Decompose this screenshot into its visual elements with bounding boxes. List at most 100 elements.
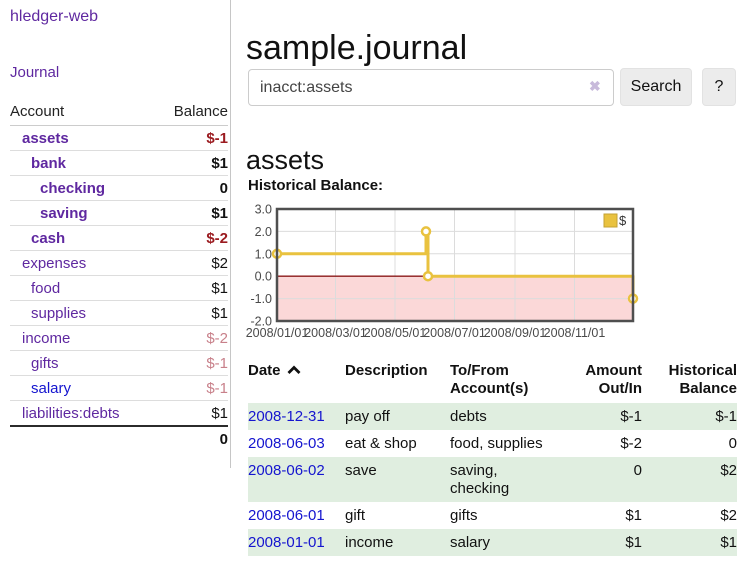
account-row: food $1 <box>10 276 228 301</box>
transaction-balance: $-1 <box>715 408 737 425</box>
brand-link[interactable]: hledger-web <box>10 8 99 25</box>
svg-text:2.0: 2.0 <box>255 225 272 239</box>
search-input[interactable] <box>248 69 614 106</box>
account-row: supplies $1 <box>10 301 228 326</box>
transaction-balance: $1 <box>720 534 737 551</box>
accounts-total-row: 0 <box>10 425 228 452</box>
account-link-cash[interactable]: cash <box>31 229 66 247</box>
chart-canvas: $ 3.0 2.0 1.0 0.0 -1.0 -2.0 2008/01/01 2… <box>246 203 639 340</box>
transaction-accounts: debts <box>450 408 487 425</box>
transaction-date-link[interactable]: 2008-06-03 <box>248 435 325 452</box>
account-link-gifts[interactable]: gifts <box>31 354 59 372</box>
account-link-bank[interactable]: bank <box>31 154 67 172</box>
transaction-accounts: gifts <box>450 507 478 524</box>
historical-balance-chart: $ 3.0 2.0 1.0 0.0 -1.0 -2.0 2008/01/01 2… <box>245 203 639 344</box>
transaction-date-link[interactable]: 2008-06-01 <box>248 507 325 524</box>
svg-text:0.0: 0.0 <box>255 270 272 284</box>
svg-text:-1.0: -1.0 <box>250 292 272 306</box>
svg-text:3.0: 3.0 <box>255 204 272 217</box>
account-row: liabilities:debts $1 <box>10 401 228 425</box>
svg-text:2008/11/01: 2008/11/01 <box>544 326 606 340</box>
svg-text:2008/09/01: 2008/09/01 <box>484 326 547 340</box>
transaction-balance: $2 <box>720 507 737 524</box>
account-link-supplies[interactable]: supplies <box>31 304 87 322</box>
account-link-saving[interactable]: saving <box>40 204 88 222</box>
account-balance: $-1 <box>206 354 228 372</box>
chart-y-axis: 3.0 2.0 1.0 0.0 -1.0 -2.0 <box>250 203 272 329</box>
svg-text:2008/05/01: 2008/05/01 <box>364 326 427 340</box>
account-balance: $1 <box>211 304 228 322</box>
transaction-description: income <box>345 534 394 551</box>
transaction-balance: 0 <box>728 435 737 452</box>
transaction-date-link[interactable]: 2008-06-02 <box>248 462 325 479</box>
transaction-balance: $2 <box>720 462 737 479</box>
accounts-header-balance: Balance <box>173 103 228 120</box>
column-header-date-label: Date <box>248 362 281 379</box>
svg-text:2008/01/01: 2008/01/01 <box>246 326 309 340</box>
legend-label: $ <box>619 213 627 228</box>
page-title: sample.journal <box>246 28 468 67</box>
transaction-amount: $-1 <box>620 408 642 425</box>
sidebar-item-journal[interactable]: Journal <box>10 64 60 81</box>
transaction-accounts: salary <box>450 534 491 551</box>
account-link-liabilities-debts[interactable]: liabilities:debts <box>22 404 120 422</box>
column-header-balance: Historical Balance <box>668 362 737 397</box>
transaction-amount: $1 <box>625 507 642 524</box>
legend-swatch <box>603 213 618 228</box>
account-link-expenses[interactable]: expenses <box>22 254 87 272</box>
transaction-accounts: food, supplies <box>450 435 543 452</box>
register-table: Date Description To/From Account(s) Amou… <box>248 360 737 556</box>
transaction-description: eat & shop <box>345 435 417 452</box>
account-balance: $1 <box>211 154 228 172</box>
column-header-amount: Amount Out/In <box>585 362 642 397</box>
chart-border <box>275 207 635 323</box>
account-link-income[interactable]: income <box>22 329 71 347</box>
account-heading: assets <box>246 145 325 176</box>
account-balance: $1 <box>211 404 228 422</box>
svg-text:-2.0: -2.0 <box>250 315 272 329</box>
account-link-assets[interactable]: assets <box>22 129 69 147</box>
account-link-food[interactable]: food <box>31 279 61 297</box>
chart-legend: $ <box>603 213 627 228</box>
account-row: assets $-1 <box>10 126 228 151</box>
transaction-amount: 0 <box>633 462 642 479</box>
register-row: 2008-01-01 income salary $1 $1 <box>248 529 737 556</box>
search-help-button[interactable]: ? <box>702 68 736 106</box>
transaction-amount: $1 <box>625 534 642 551</box>
column-header-date[interactable]: Date <box>248 360 345 403</box>
svg-text:1.0: 1.0 <box>255 247 272 261</box>
accounts-total-value: 0 <box>219 431 228 448</box>
transaction-description: gift <box>345 507 366 524</box>
account-row: bank $1 <box>10 151 228 176</box>
account-row: expenses $2 <box>10 251 228 276</box>
chart-gridlines <box>277 209 633 321</box>
account-balance: $-1 <box>206 379 228 397</box>
transaction-date-link[interactable]: 2008-12-31 <box>248 408 325 425</box>
sidebar: hledger-web Journal Account Balance asse… <box>0 0 231 468</box>
sort-ascending-icon <box>286 363 302 381</box>
chart-x-axis: 2008/01/01 2008/03/01 2008/05/01 2008/07… <box>246 326 606 340</box>
transaction-date-link[interactable]: 2008-01-01 <box>248 534 325 551</box>
transaction-amount: $-2 <box>620 435 642 452</box>
chart-title: Historical Balance: <box>248 177 384 194</box>
register-row: 2008-06-02 save saving, checking 0 $2 <box>248 457 737 502</box>
account-link-checking[interactable]: checking <box>40 179 106 197</box>
account-balance: $1 <box>211 204 228 222</box>
account-row: salary $-1 <box>10 376 228 401</box>
account-row: saving $1 <box>10 201 228 226</box>
search-clear-icon[interactable]: ✖ <box>589 78 601 94</box>
register-row: 2008-06-03 eat & shop food, supplies $-2… <box>248 430 737 457</box>
register-row: 2008-12-31 pay off debts $-1 $-1 <box>248 403 737 430</box>
accounts-panel: Account Balance assets $-1 bank $1 check… <box>10 98 228 452</box>
account-link-salary[interactable]: salary <box>31 379 72 397</box>
accounts-header-account: Account <box>10 103 65 120</box>
account-row: checking 0 <box>10 176 228 201</box>
account-balance: $2 <box>211 254 228 272</box>
account-balance: $-2 <box>206 329 228 347</box>
accounts-header: Account Balance <box>10 98 228 126</box>
transaction-description: save <box>345 462 377 479</box>
column-header-accounts: To/From Account(s) <box>450 362 529 397</box>
search-button[interactable]: Search <box>620 68 692 106</box>
account-row: gifts $-1 <box>10 351 228 376</box>
register-row: 2008-06-01 gift gifts $1 $2 <box>248 502 737 529</box>
